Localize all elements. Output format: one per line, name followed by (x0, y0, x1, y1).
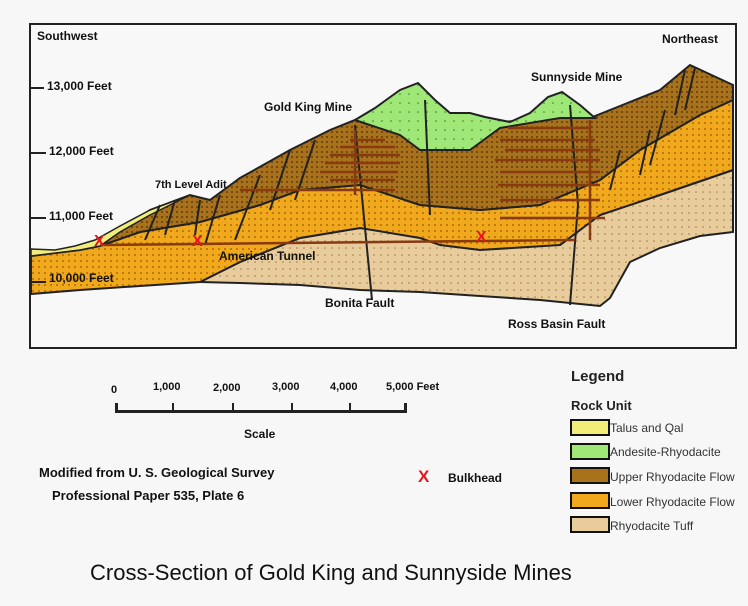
swatch-tuff (570, 516, 610, 533)
bulkhead-marker: X (94, 233, 105, 250)
scale-tick-label: 3,000 (272, 381, 300, 393)
swatch-upper-rhyodacite (570, 467, 610, 484)
scale-tick-label: 2,000 (213, 382, 241, 394)
legend-item-andesite: Andesite-Rhyodacite (610, 445, 721, 459)
label-american-tunnel: American Tunnel (219, 249, 316, 263)
figure-title: Cross-Section of Gold King and Sunnyside… (90, 560, 572, 585)
elevation-tick (31, 152, 46, 154)
source-line-1: Modified from U. S. Geological Survey (39, 465, 275, 480)
label-gold-king-mine: Gold King Mine (264, 100, 352, 114)
elevation-13000: 13,000 Feet (47, 79, 112, 93)
bulkhead-key-label: Bulkhead (448, 471, 503, 485)
direction-northeast: Northeast (662, 32, 719, 46)
label-7th-level-adit: 7th Level Adit (155, 179, 227, 191)
scale-tick-label: 5,000 Feet (386, 381, 440, 393)
mine-workings (99, 120, 605, 247)
legend-item-tuff: Rhyodacite Tuff (610, 519, 694, 533)
upper-rhyodacite-flow-layer (99, 63, 734, 247)
elevation-11000: 11,000 Feet (49, 209, 114, 223)
elevation-10000: 10,000 Feet (49, 271, 114, 285)
scale-tick-label: 1,000 (153, 381, 181, 393)
scale-tick-label: 0 (111, 384, 118, 396)
legend-item-lower-rhyodacite: Lower Rhyodacite Flow (610, 495, 735, 509)
source-line-2: Professional Paper 535, Plate 6 (52, 488, 245, 503)
swatch-lower-rhyodacite (570, 492, 610, 509)
elevation-tick (31, 281, 46, 283)
legend-item-talus: Talus and Qal (610, 421, 684, 435)
elevation-tick (31, 217, 46, 219)
bulkhead-marker: X (192, 233, 203, 250)
scale-label: Scale (244, 427, 276, 441)
legend-item-upper-rhyodacite: Upper Rhyodacite Flow (610, 470, 735, 484)
swatch-talus (570, 419, 610, 436)
direction-southwest: Southwest (37, 29, 98, 43)
andesite-rhyodacite-layer (352, 81, 598, 151)
label-bonita-fault: Bonita Fault (325, 296, 395, 310)
legend-subtitle: Rock Unit (571, 398, 632, 413)
legend-title: Legend (571, 368, 625, 385)
label-sunnyside-mine: Sunnyside Mine (531, 70, 623, 84)
label-ross-basin-fault: Ross Basin Fault (508, 317, 606, 331)
elevation-12000: 12,000 Feet (49, 144, 114, 158)
talus-layer (30, 194, 191, 257)
elevation-tick (31, 87, 44, 89)
bulkhead-marker: X (476, 229, 487, 246)
swatch-andesite (570, 443, 610, 460)
bulkhead-key-icon: X (418, 467, 430, 486)
scale-tick-label: 4,000 (330, 381, 358, 393)
scale-line (115, 410, 407, 413)
